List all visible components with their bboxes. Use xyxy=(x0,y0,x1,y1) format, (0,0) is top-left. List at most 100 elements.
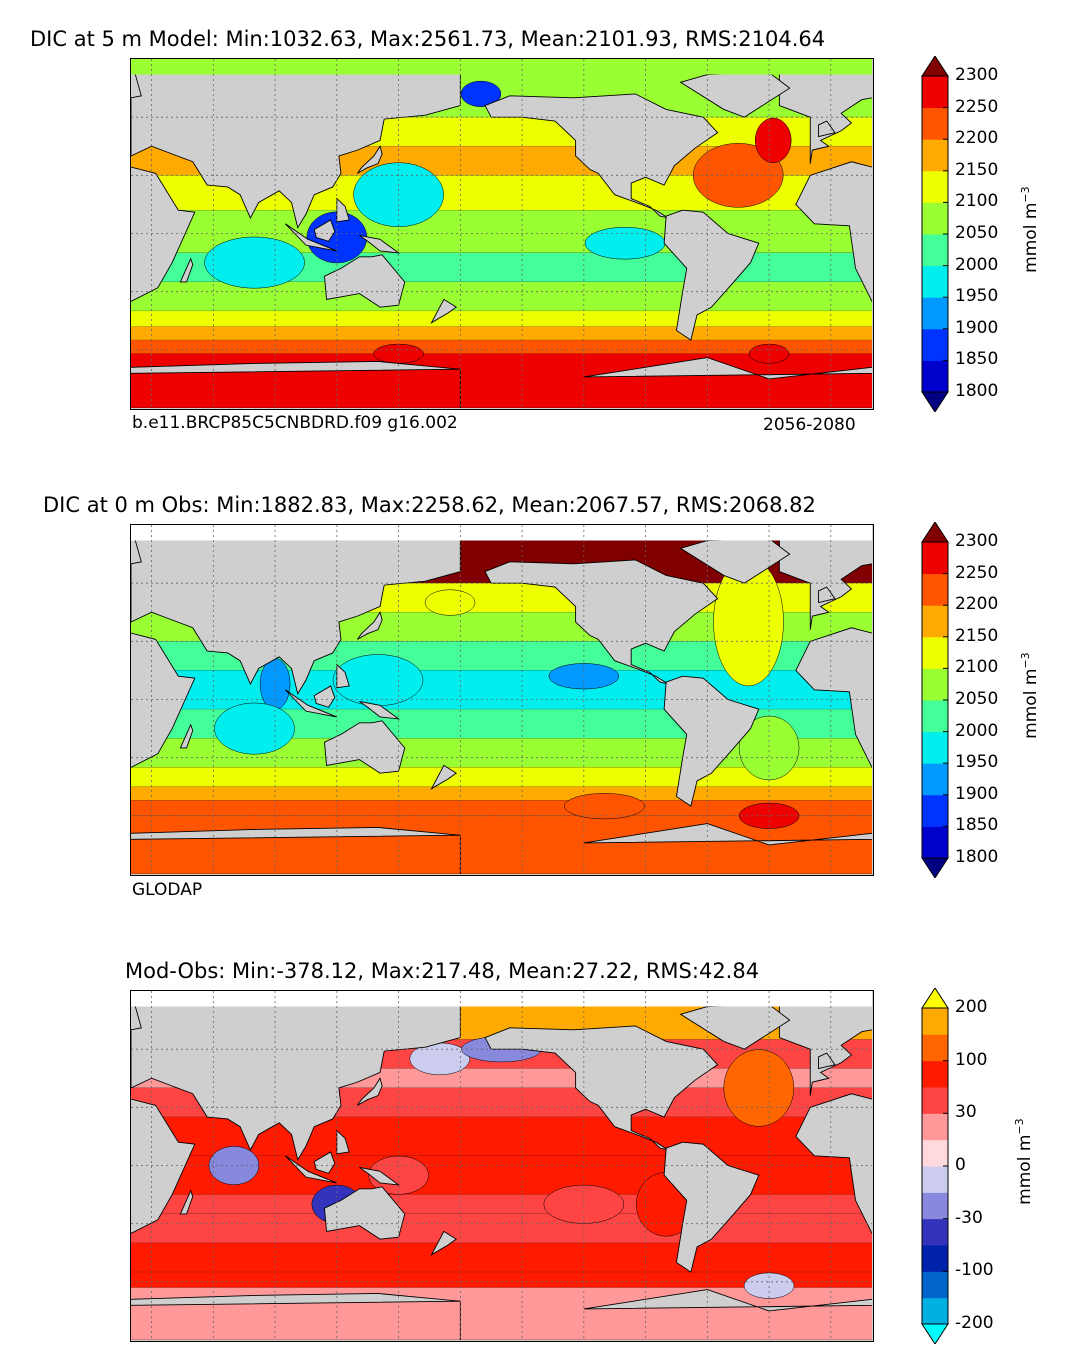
colorbar-band xyxy=(922,360,948,393)
ocean-contour-patch xyxy=(543,1184,625,1224)
colorbar-extend-max xyxy=(921,522,949,543)
ocean-contour-band xyxy=(131,1213,872,1244)
land-mass xyxy=(131,827,461,874)
colorbar-extend-max xyxy=(921,988,949,1009)
land-mass xyxy=(336,1129,350,1155)
colorbar-extend-min xyxy=(921,1323,949,1344)
land-mass xyxy=(484,1025,719,1151)
land-mass xyxy=(324,254,406,308)
land-mass xyxy=(324,1186,406,1240)
colorbar-band xyxy=(922,1271,948,1299)
colorbar-band xyxy=(922,1008,948,1035)
ocean-contour-patch xyxy=(368,1155,429,1195)
colorbar-tick-label: 2100 xyxy=(955,657,999,678)
colorbar-band xyxy=(922,763,948,796)
colorbar-tick-label: 1800 xyxy=(955,847,999,867)
ocean-contour-band xyxy=(131,786,872,801)
colorbar-tick-label: 2000 xyxy=(955,254,999,275)
panel3-title: Mod-Obs: Min:-378.12, Max:217.48, Mean:2… xyxy=(125,959,760,983)
land-mass xyxy=(795,161,872,302)
colorbar-band xyxy=(922,794,948,827)
land-mass xyxy=(336,663,350,689)
colorbar-band xyxy=(922,1139,948,1167)
colorbar-band xyxy=(922,1297,948,1325)
colorbar-band xyxy=(922,700,948,733)
colorbar-band xyxy=(922,76,948,109)
colorbar-tick-label: 30 xyxy=(955,1102,977,1123)
colorbar-band xyxy=(922,731,948,764)
colorbar-band xyxy=(922,1245,948,1272)
map-canvas xyxy=(131,525,872,874)
colorbar-tick-label: 1800 xyxy=(955,381,999,401)
polar-mask xyxy=(131,59,872,75)
colorbar-tick-label: 1900 xyxy=(955,317,999,338)
colorbar-tick-label: 2150 xyxy=(955,159,999,180)
ocean-contour-band xyxy=(131,800,872,817)
land-mass xyxy=(818,120,836,138)
panel1-colorbar-units: mmol m−3 xyxy=(1019,186,1041,273)
colorbar-tick-label: -30 xyxy=(955,1207,983,1228)
colorbar-band xyxy=(922,826,948,859)
land-mass xyxy=(357,1077,383,1106)
colorbar-band xyxy=(922,1192,948,1220)
land-mass xyxy=(359,234,401,254)
colorbar-band xyxy=(922,1166,948,1193)
ocean-contour-patch xyxy=(692,143,784,208)
colorbar-band xyxy=(922,668,948,701)
colorbar-extend-min xyxy=(921,857,949,878)
panel2-colorbar-units: mmol m−3 xyxy=(1019,652,1041,739)
colorbar-extend-max xyxy=(921,56,949,77)
colorbar-band xyxy=(922,1087,948,1114)
land-mass xyxy=(131,632,196,768)
land-mass xyxy=(179,1189,194,1215)
colorbar-tick-label: -200 xyxy=(955,1313,994,1333)
colorbar-tick-label: 2150 xyxy=(955,625,999,646)
colorbar-tick-label: 1950 xyxy=(955,752,999,773)
land-mass xyxy=(663,209,760,341)
colorbar-tick-label: 2100 xyxy=(955,191,999,212)
land-mass xyxy=(583,1289,872,1312)
land-mass xyxy=(313,1151,336,1174)
ocean-contour-band xyxy=(131,1194,872,1215)
colorbar-band xyxy=(922,542,948,575)
land-mass xyxy=(285,1155,338,1184)
ocean-contour-band xyxy=(131,311,872,328)
land-mass xyxy=(131,1098,196,1234)
land-mass xyxy=(430,1230,458,1256)
ocean-contour-band xyxy=(131,340,872,355)
colorbar-band xyxy=(922,328,948,361)
ocean-contour-patch xyxy=(754,117,792,164)
colorbar-band xyxy=(922,265,948,298)
panel2-colorbar xyxy=(921,522,949,878)
panel2-caption-left: GLODAP xyxy=(132,880,203,900)
land-mass xyxy=(484,559,719,685)
colorbar-band xyxy=(922,234,948,267)
polar-mask xyxy=(131,991,872,1007)
land-mass xyxy=(778,59,872,164)
colorbar-tick-label: 1850 xyxy=(955,349,999,370)
panel2-title: DIC at 0 m Obs: Min:1882.83, Max:2258.62… xyxy=(43,493,816,517)
panel3-map xyxy=(130,990,874,1342)
colorbar-tick-label: 2250 xyxy=(955,562,999,583)
panel1-title: DIC at 5 m Model: Min:1032.63, Max:2561.… xyxy=(30,27,826,51)
colorbar-tick-label: 2200 xyxy=(955,594,999,615)
ocean-contour-patch xyxy=(204,236,305,289)
colorbar-band xyxy=(922,107,948,140)
land-mass xyxy=(131,166,196,302)
ocean-contour-band xyxy=(131,353,872,408)
land-mass xyxy=(359,1166,401,1186)
land-mass xyxy=(285,223,338,252)
colorbar-band xyxy=(922,605,948,638)
colorbar-tick-label: -100 xyxy=(955,1260,994,1281)
colorbar-band xyxy=(922,1060,948,1088)
colorbar-extend-min xyxy=(921,391,949,412)
colorbar-band xyxy=(922,202,948,235)
land-mass xyxy=(583,823,872,846)
land-mass xyxy=(778,991,872,1096)
ocean-contour-band xyxy=(131,326,872,341)
colorbar-tick-label: 100 xyxy=(955,1049,988,1070)
ocean-contour-patch xyxy=(208,1146,260,1185)
land-mass xyxy=(131,1293,461,1340)
map-canvas xyxy=(131,59,872,408)
colorbar-tick-label: 2000 xyxy=(955,720,999,741)
